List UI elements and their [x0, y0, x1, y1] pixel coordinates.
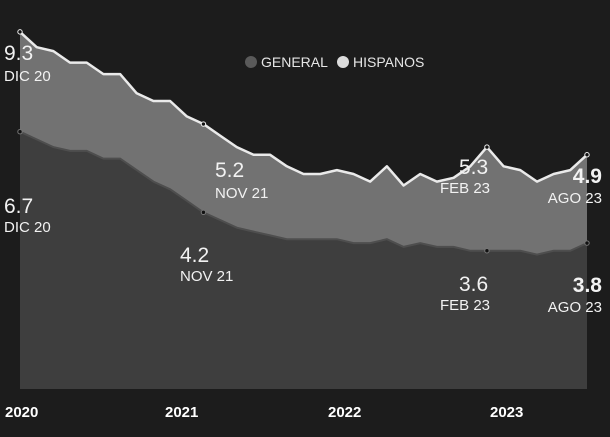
- annotation-general-nov21-date: NOV 21: [180, 268, 233, 285]
- annotation-hispanos-feb23-value: 5.3: [459, 156, 488, 179]
- x-tick-2021: 2021: [165, 404, 198, 421]
- legend-label-general: GENERAL: [261, 54, 328, 70]
- annotation-hispanos-feb23-date: FEB 23: [440, 180, 490, 197]
- general-point-ago23: [584, 240, 590, 246]
- x-tick-2022: 2022: [328, 404, 361, 421]
- general-point-nov21: [200, 209, 207, 216]
- annotation-hispanos-nov21-value: 5.2: [215, 159, 244, 182]
- general-point-feb23: [484, 248, 490, 254]
- x-tick-2020: 2020: [5, 404, 38, 421]
- annotation-hispanos-ago23-value: 4.9: [573, 165, 602, 188]
- general-line: [19, 130, 588, 256]
- annotation-general-nov21-value: 4.2: [180, 244, 209, 267]
- hispanos-point-ago23: [584, 152, 590, 158]
- hispanos-line: [19, 30, 588, 187]
- x-axis: 2020 2021 2022 2023: [5, 404, 523, 421]
- legend-swatch-general: [245, 56, 257, 68]
- legend: GENERAL HISPANOS: [245, 54, 424, 70]
- annotation-general-dic20-date: DIC 20: [4, 219, 51, 236]
- hispanos-point-dic20: [17, 29, 23, 35]
- general-point-dic20: [17, 129, 23, 135]
- legend-label-hispanos: HISPANOS: [353, 54, 424, 70]
- annotation-hispanos-ago23-date: AGO 23: [548, 190, 602, 207]
- general-area: [20, 131, 587, 389]
- hispanos-point-feb23: [484, 144, 490, 150]
- annotation-general-ago23-date: AGO 23: [548, 299, 602, 316]
- annotation-hispanos-dic20-date: DIC 20: [4, 68, 51, 85]
- annotation-general-feb23-date: FEB 23: [440, 297, 490, 314]
- annotations: 9.3 DIC 20 6.7 DIC 20 5.2 NOV 21 4.2 NOV…: [4, 42, 602, 316]
- legend-swatch-hispanos: [337, 56, 349, 68]
- annotation-hispanos-nov21-date: NOV 21: [215, 185, 268, 202]
- x-tick-2023: 2023: [490, 404, 523, 421]
- annotation-general-dic20-value: 6.7: [4, 195, 33, 218]
- annotation-general-ago23-value: 3.8: [573, 274, 603, 297]
- annotation-general-feb23-value: 3.6: [459, 273, 488, 296]
- hispanos-point-nov21: [200, 121, 207, 127]
- annotation-hispanos-dic20-value: 9.3: [4, 42, 33, 65]
